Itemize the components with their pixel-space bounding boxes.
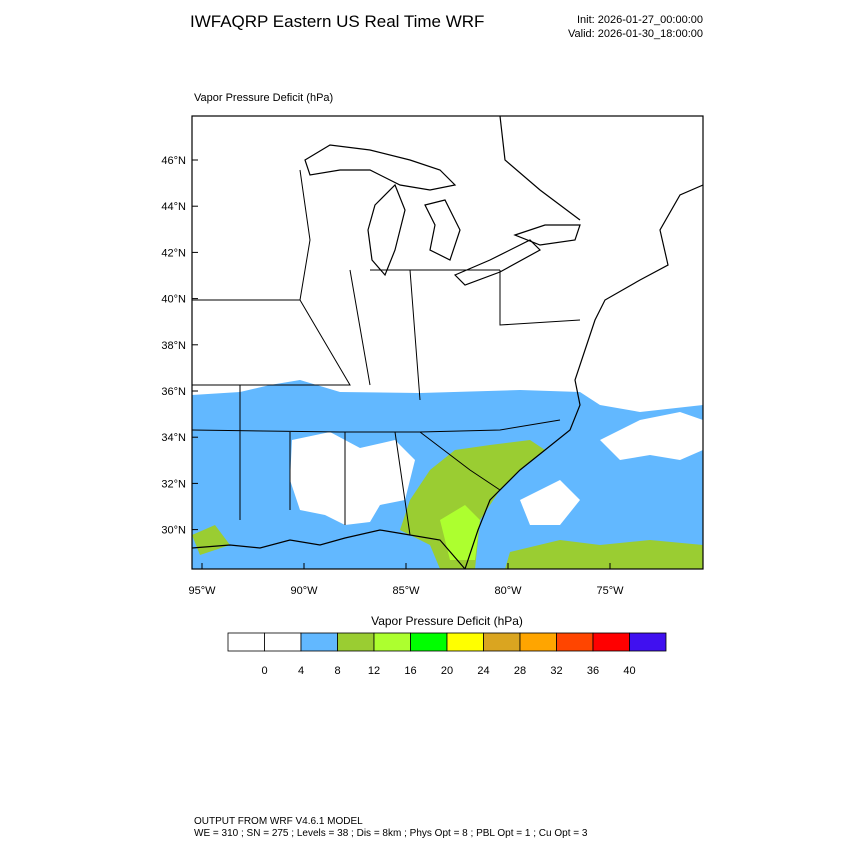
lon-label: 90°W	[290, 585, 318, 597]
title: IWFAQRP Eastern US Real Time WRF	[190, 12, 484, 31]
lat-label: 46°N	[161, 155, 186, 167]
lat-label: 40°N	[161, 294, 186, 306]
lat-label: 32°N	[161, 478, 186, 490]
vpd-region-white	[520, 480, 580, 525]
colorbar-tick-label: 28	[514, 665, 526, 677]
colorbar-box	[446, 632, 484, 652]
colorbar-box	[337, 632, 375, 652]
colorbar-box	[264, 632, 302, 652]
coastlines	[192, 116, 703, 569]
colorbar-tick-label: 32	[550, 665, 562, 677]
colorbar-tick-label: 24	[477, 665, 489, 677]
colorbar-box	[373, 632, 411, 652]
map-title: Vapor Pressure Deficit (hPa)	[194, 92, 333, 104]
lat-label: 44°N	[161, 201, 186, 213]
colorbar-tick-label: 40	[623, 665, 635, 677]
init-time: Init: 2026-01-27_00:00:00	[577, 14, 703, 26]
colorbar-tick-label: 20	[441, 665, 453, 677]
axes: 46°N 44°N 42°N 40°N 38°N 36°N 34°N 32°N 30°N 95°W…	[161, 155, 624, 597]
colorbar-tick-label: 0	[261, 665, 267, 677]
colorbar-box	[483, 632, 521, 652]
colorbar-box	[410, 632, 448, 652]
map-frame	[191, 115, 704, 570]
colorbar-tick-label: 12	[368, 665, 380, 677]
colorbar-box	[592, 632, 630, 652]
footer-line: WE = 310 ; SN = 275 ; Levels = 38 ; Dis …	[194, 828, 588, 839]
map-field	[192, 116, 703, 569]
vpd-region-white	[290, 432, 415, 525]
vpd-region-lime	[440, 505, 480, 560]
colorbar-tick-label: 8	[334, 665, 340, 677]
colorbar-box	[300, 632, 338, 652]
vpd-region-green	[400, 440, 545, 569]
colorbar-box	[519, 632, 557, 652]
colorbar-box	[556, 632, 594, 652]
state-borders	[192, 169, 581, 536]
vpd-region-green	[505, 540, 703, 569]
colorbar: 0 4 8 12 16 20 24 28 32 36 40	[227, 632, 667, 677]
lon-label: 85°W	[392, 585, 420, 597]
lon-label: 80°W	[494, 585, 522, 597]
colorbar-title: Vapor Pressure Deficit (hPa)	[371, 614, 523, 628]
lat-label: 36°N	[161, 386, 186, 398]
colorbar-tick-label: 4	[298, 665, 304, 677]
lon-label: 75°W	[596, 585, 624, 597]
valid-time: Valid: 2026-01-30_18:00:00	[568, 28, 703, 40]
colorbar-box	[227, 632, 265, 652]
lat-label: 30°N	[161, 525, 186, 537]
vpd-region-white	[600, 412, 703, 460]
lat-label: 34°N	[161, 432, 186, 444]
footer-line: OUTPUT FROM WRF V4.6.1 MODEL	[194, 816, 363, 827]
colorbar-tick-label: 36	[587, 665, 599, 677]
lat-label: 38°N	[161, 340, 186, 352]
colorbar-box	[629, 632, 667, 652]
lon-label: 95°W	[188, 585, 216, 597]
colorbar-tick-label: 16	[404, 665, 416, 677]
lat-label: 42°N	[161, 247, 186, 259]
